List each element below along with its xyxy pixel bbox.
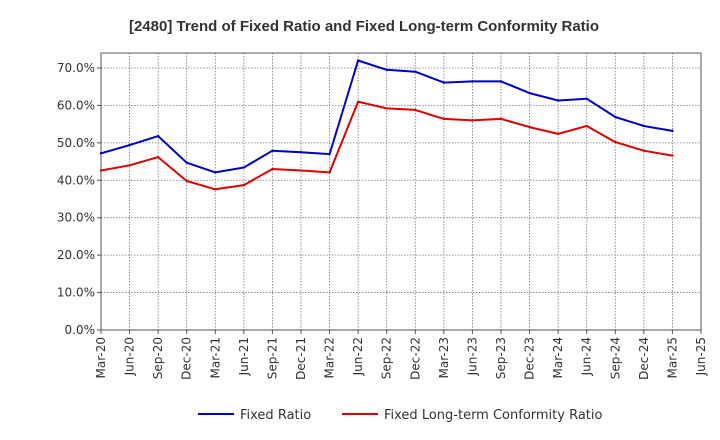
data-point (642, 124, 646, 128)
y-tick-label: 30.0% (57, 211, 95, 225)
y-tick-label: 20.0% (57, 248, 95, 262)
legend-label-1: Fixed Ratio (240, 408, 311, 423)
data-point (471, 119, 474, 122)
data-point (556, 99, 560, 102)
data-point (214, 188, 217, 191)
x-tick-label: Jun-22 (351, 337, 365, 376)
chart-title: [2480] Trend of Fixed Ratio and Fixed Lo… (129, 18, 599, 35)
data-point (614, 140, 617, 144)
data-point (442, 117, 446, 121)
data-point (99, 152, 103, 155)
data-point (471, 80, 474, 83)
data-point (99, 169, 103, 172)
data-point (671, 129, 674, 133)
x-tick-label: Dec-20 (180, 337, 194, 380)
data-point (185, 161, 188, 164)
data-point (528, 125, 531, 129)
x-tick-label: Dec-22 (408, 337, 422, 380)
data-point (214, 171, 217, 174)
x-tick-label: Sep-20 (151, 337, 165, 379)
plot-frame (100, 52, 702, 331)
x-tick-label: Jun-24 (580, 337, 594, 376)
x-tick-label: Sep-22 (380, 337, 394, 379)
x-tick-label: Mar-21 (208, 337, 222, 378)
y-axis: 0.0% 10.0% 20.0% 30.0% 40.0% 50.0% 60.0% 70.0% (57, 61, 101, 337)
data-point (299, 169, 303, 172)
data-point (499, 80, 503, 83)
data-point (271, 167, 274, 171)
data-point (299, 150, 303, 154)
data-point (242, 166, 246, 169)
y-tick-label: 50.0% (57, 136, 95, 150)
y-tick-label: 10.0% (57, 286, 95, 300)
x-tick-label: Sep-24 (608, 337, 622, 379)
x-tick-label: Sep-21 (265, 337, 279, 379)
data-point (328, 152, 331, 156)
data-point (556, 132, 560, 136)
legend-label-2: Fixed Long-term Conformity Ratio (384, 408, 603, 423)
x-tick-label: Mar-23 (437, 337, 451, 378)
data-point (614, 115, 617, 119)
data-point (385, 68, 388, 72)
data-point (156, 134, 160, 138)
data-point (128, 143, 131, 147)
x-tick-label: Jun-20 (123, 337, 137, 376)
data-point (585, 97, 588, 100)
x-tick-label: Dec-21 (294, 337, 308, 380)
data-point (642, 149, 646, 152)
data-point (271, 149, 274, 152)
data-point (128, 164, 131, 167)
data-point (585, 124, 588, 128)
data-point (499, 117, 503, 121)
data-point (414, 108, 417, 112)
data-point (356, 100, 360, 103)
x-tick-label: Mar-22 (323, 337, 337, 378)
y-tick-label: 40.0% (57, 173, 95, 187)
data-point (528, 91, 531, 95)
data-point (442, 81, 446, 84)
x-tick-label: Jun-23 (465, 337, 479, 376)
x-tick-label: Jun-21 (237, 337, 251, 376)
gridlines (101, 53, 701, 330)
y-tick-label: 60.0% (57, 98, 95, 112)
legend: Fixed Ratio Fixed Long-term Conformity Ra… (198, 408, 603, 423)
series-lines (99, 59, 674, 191)
x-tick-label: Mar-25 (665, 337, 679, 378)
x-tick-label: Mar-20 (94, 337, 108, 378)
data-point (156, 155, 160, 159)
y-tick-label: 0.0% (65, 323, 96, 337)
x-tick-label: Mar-24 (551, 337, 565, 378)
data-point (242, 183, 246, 187)
x-tick-label: Sep-23 (494, 337, 508, 379)
x-axis: Mar-20 Jun-20 Sep-20 Dec-20 Mar-21 Jun-21 Sep-… (94, 330, 708, 380)
data-point (356, 59, 360, 62)
x-tick-label: Jun-25 (694, 337, 708, 376)
data-point (671, 154, 674, 157)
data-point (414, 70, 417, 73)
data-point (185, 179, 188, 183)
x-tick-label: Dec-24 (637, 337, 651, 380)
x-tick-label: Dec-23 (523, 337, 537, 380)
data-point (328, 171, 331, 174)
data-point (385, 107, 388, 110)
y-tick-label: 70.0% (57, 61, 95, 75)
